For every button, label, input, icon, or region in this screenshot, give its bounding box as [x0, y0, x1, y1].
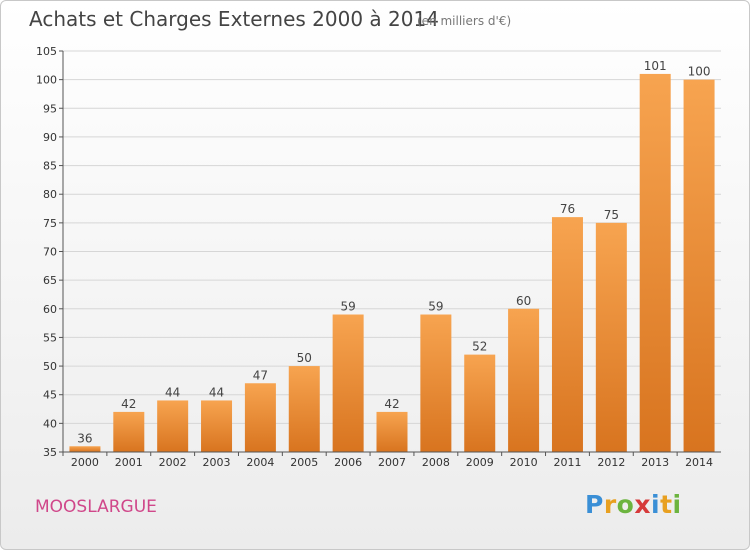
y-tick-label: 65 — [43, 274, 57, 287]
y-tick-label: 85 — [43, 160, 57, 173]
bar-2014 — [683, 79, 715, 453]
data-label-2005: 50 — [297, 351, 312, 365]
data-label-2009: 52 — [472, 340, 487, 354]
logo-letter: t — [660, 490, 673, 519]
bar-2008 — [420, 314, 452, 452]
x-tick-label-2007: 2007 — [378, 456, 406, 469]
y-tick-label: 80 — [43, 188, 57, 201]
x-tick-label-2013: 2013 — [641, 456, 669, 469]
y-tick-label: 50 — [43, 360, 57, 373]
y-tick-label: 60 — [43, 303, 57, 316]
x-tick-label-2005: 2005 — [290, 456, 318, 469]
logo-letter: i — [651, 490, 661, 519]
y-tick-label: 100 — [36, 74, 57, 87]
bar-2007 — [376, 411, 408, 452]
y-tick-label: 55 — [43, 331, 57, 344]
bar-2013 — [639, 73, 671, 453]
x-tick-label-2000: 2000 — [71, 456, 99, 469]
data-label-2007: 42 — [384, 397, 399, 411]
logo-letter: r — [603, 490, 617, 519]
data-label-2004: 47 — [253, 368, 268, 382]
bar-2002 — [157, 400, 189, 452]
bar-2006 — [332, 314, 364, 452]
logo-letter: i — [672, 490, 682, 519]
logo-letter: P — [585, 490, 604, 519]
y-tick-label: 105 — [36, 45, 57, 58]
bar-2012 — [595, 222, 627, 452]
x-tick-label-2010: 2010 — [510, 456, 538, 469]
commune-name: MOOSLARGUE — [35, 497, 157, 517]
data-label-2002: 44 — [165, 385, 180, 399]
bar-2004 — [244, 383, 276, 452]
bar-2010 — [508, 308, 540, 452]
data-label-2000: 36 — [77, 431, 92, 445]
proxiti-logo: Proxiti — [585, 490, 682, 519]
x-tick-label-2006: 2006 — [334, 456, 362, 469]
x-tick-label-2001: 2001 — [115, 456, 143, 469]
x-tick-label-2014: 2014 — [685, 456, 713, 469]
data-label-2011: 76 — [560, 202, 575, 216]
bar-2001 — [113, 411, 145, 452]
data-label-2012: 75 — [604, 208, 619, 222]
data-label-2014: 100 — [688, 65, 711, 79]
data-label-2006: 59 — [340, 300, 355, 314]
data-label-2001: 42 — [121, 397, 136, 411]
bar-2003 — [201, 400, 233, 452]
y-tick-label: 90 — [43, 131, 57, 144]
x-tick-label-2009: 2009 — [466, 456, 494, 469]
x-tick-label-2003: 2003 — [203, 456, 231, 469]
x-tick-label-2002: 2002 — [159, 456, 187, 469]
chart-title: Achats et Charges Externes 2000 à 2014 — [29, 7, 439, 31]
x-tick-label-2012: 2012 — [597, 456, 625, 469]
logo-letter: x — [634, 490, 651, 519]
x-tick-label-2008: 2008 — [422, 456, 450, 469]
x-tick-label-2011: 2011 — [553, 456, 581, 469]
y-tick-label: 75 — [43, 217, 57, 230]
y-tick-label: 95 — [43, 102, 57, 115]
data-label-2003: 44 — [209, 385, 224, 399]
y-tick-label: 70 — [43, 246, 57, 259]
y-tick-label: 40 — [43, 417, 57, 430]
bar-2000 — [69, 446, 101, 452]
logo-letter: o — [616, 490, 635, 519]
bar-2005 — [288, 366, 320, 452]
y-tick-label: 35 — [43, 446, 57, 459]
data-label-2010: 60 — [516, 294, 531, 308]
bar-2011 — [551, 217, 583, 452]
data-label-2013: 101 — [644, 59, 667, 73]
chart-subtitle: (en milliers d'€) — [417, 14, 512, 28]
y-tick-label: 45 — [43, 389, 57, 402]
x-tick-label-2004: 2004 — [246, 456, 274, 469]
bar-2009 — [464, 354, 496, 452]
data-label-2008: 59 — [428, 300, 443, 314]
